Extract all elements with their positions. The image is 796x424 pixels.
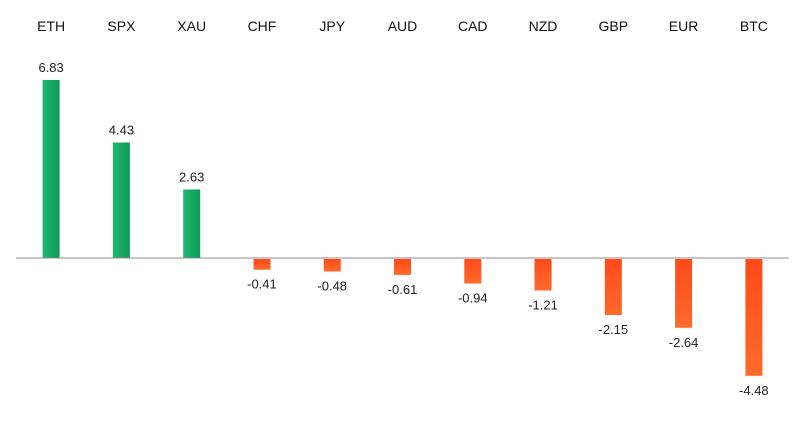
value-label-jpy: -0.48 [317, 279, 347, 294]
bar-jpy [323, 259, 341, 272]
value-label-spx: 4.43 [109, 123, 134, 138]
value-label-btc: -4.48 [739, 383, 769, 398]
value-label-eur: -2.64 [669, 335, 699, 350]
category-label-jpy: JPY [319, 18, 345, 34]
value-label-cad: -0.94 [458, 291, 488, 306]
category-label-eur: EUR [669, 18, 699, 34]
bar-gbp [604, 259, 622, 315]
bar-btc [745, 259, 763, 376]
bar-nzd [534, 259, 552, 291]
value-label-gbp: -2.15 [598, 322, 628, 337]
bar-xau [183, 189, 201, 258]
category-label-xau: XAU [177, 18, 206, 34]
category-labels: ETH SPX XAU CHF JPY AUD CAD NZD GBP EUR BTC [37, 18, 768, 34]
value-label-aud: -0.61 [388, 282, 418, 297]
bar-aud [394, 259, 411, 275]
bars [42, 80, 763, 376]
value-label-xau: 2.63 [179, 170, 204, 185]
category-label-aud: AUD [388, 18, 418, 34]
bar-eur [675, 259, 693, 328]
category-label-gbp: GBP [599, 18, 629, 34]
value-label-chf: -0.41 [247, 277, 277, 292]
category-label-spx: SPX [107, 18, 136, 34]
value-label-nzd: -1.21 [528, 298, 558, 313]
value-label-eth: 6.83 [38, 60, 63, 75]
bar-eth [42, 80, 60, 258]
category-label-btc: BTC [740, 18, 768, 34]
value-labels: 6.83 4.43 2.63 -0.41 -0.48 -0.61 -0.94 -1.21 -2.… [38, 60, 768, 398]
category-label-eth: ETH [37, 18, 65, 34]
bar-chf [253, 259, 271, 270]
category-label-nzd: NZD [529, 18, 558, 34]
bar-spx [112, 142, 130, 258]
bar-cad [464, 259, 482, 284]
category-label-cad: CAD [458, 18, 488, 34]
category-label-chf: CHF [248, 18, 277, 34]
